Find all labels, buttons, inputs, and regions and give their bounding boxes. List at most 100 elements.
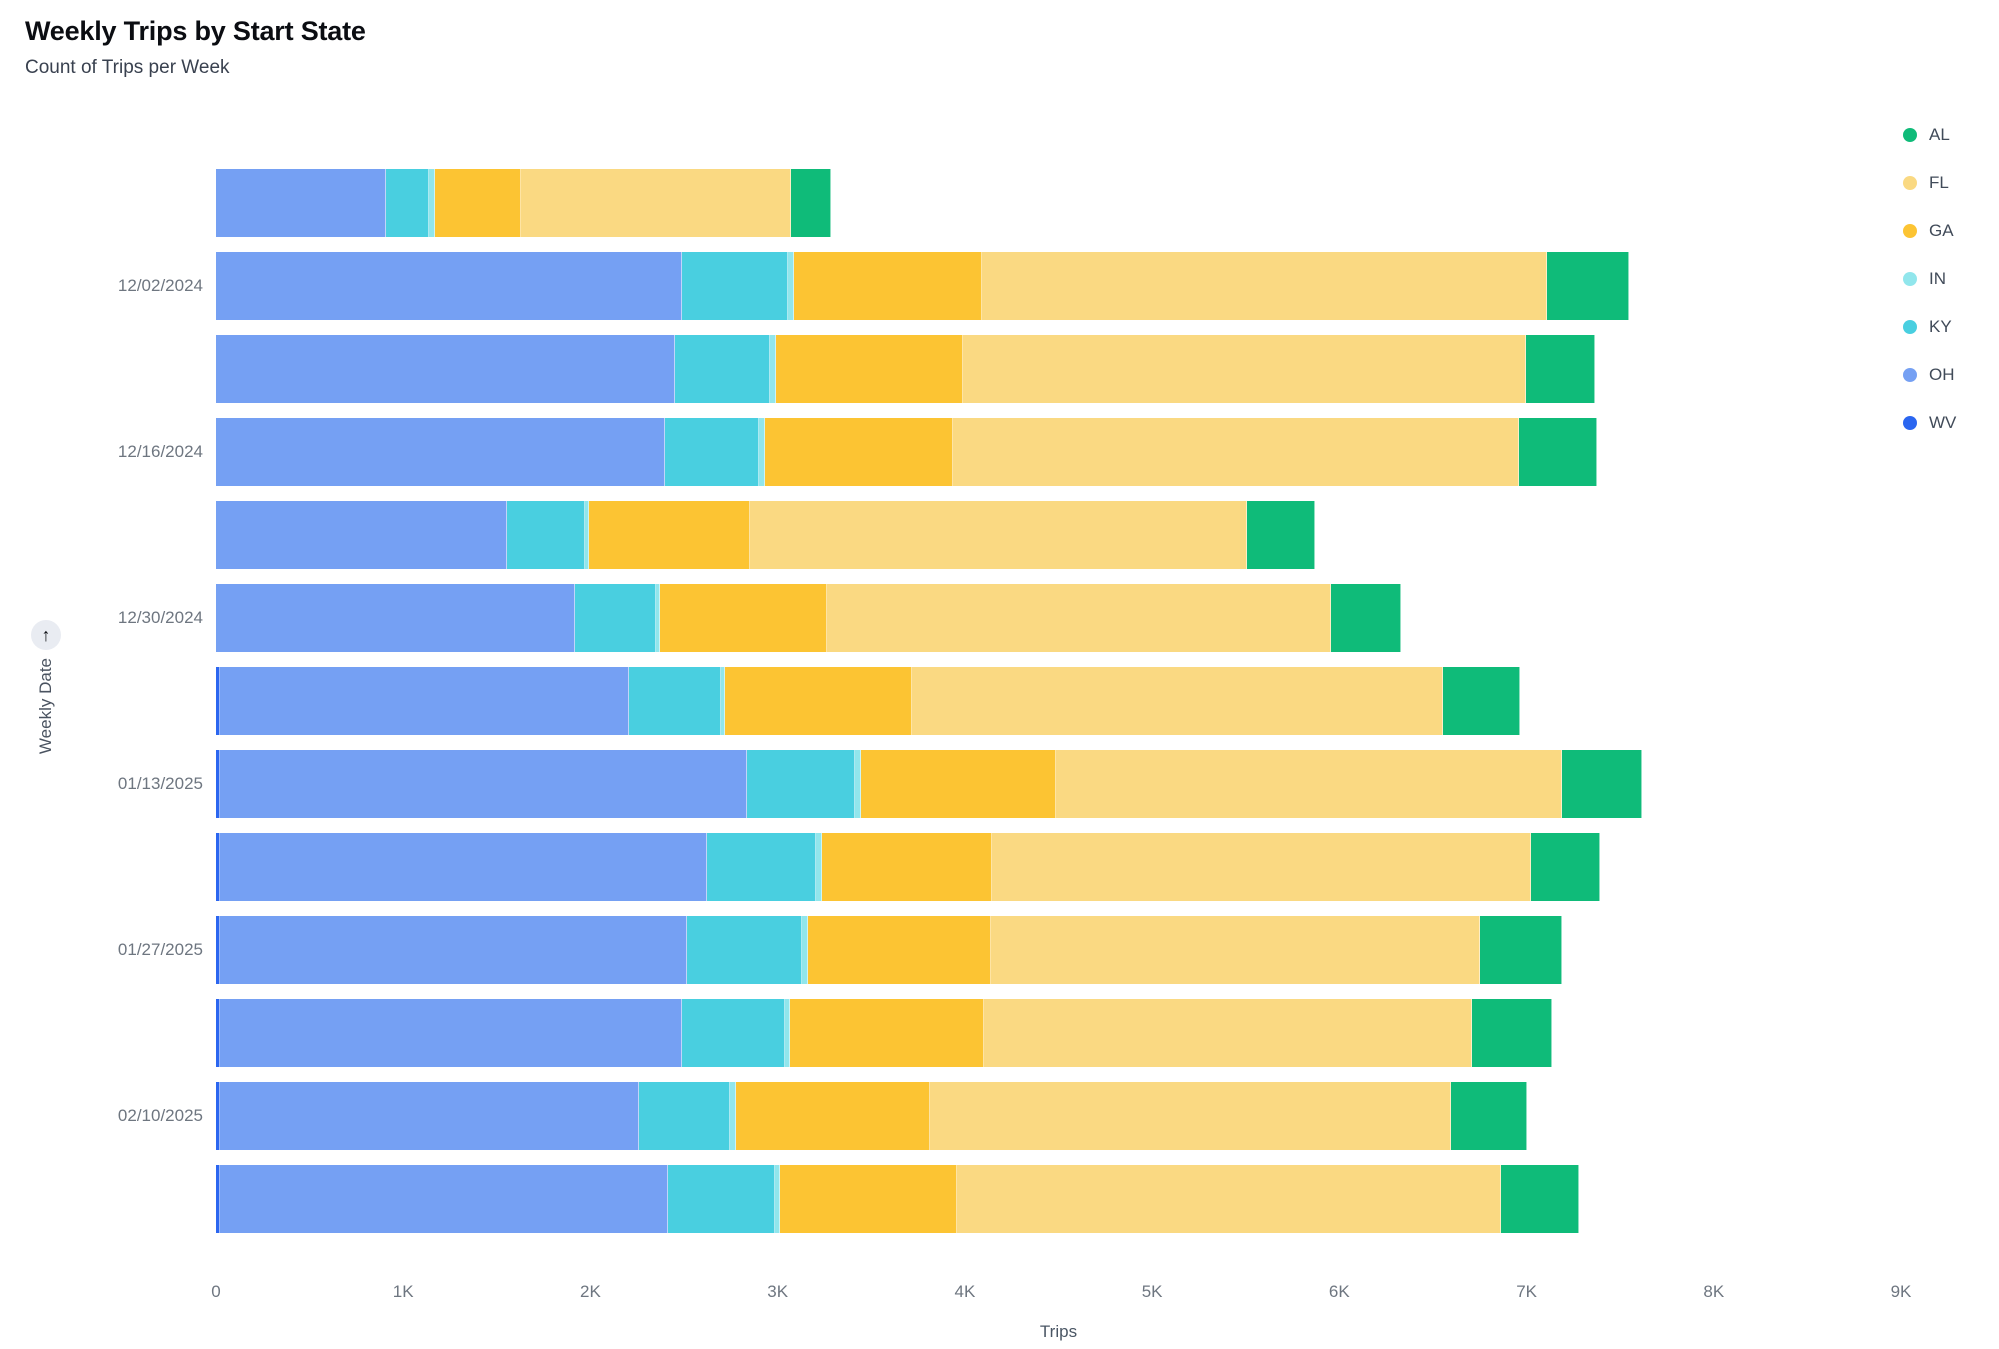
bar-segment-in[interactable]	[770, 335, 776, 403]
bar-segment-al[interactable]	[1450, 1082, 1528, 1150]
bar-segment-al[interactable]	[1547, 252, 1629, 320]
bar-segment-fl[interactable]	[981, 252, 1548, 320]
bar-segment-al[interactable]	[1472, 999, 1552, 1067]
bar-segment-wv[interactable]	[216, 1082, 220, 1150]
bar-segment-fl[interactable]	[991, 833, 1532, 901]
bar-segment-fl[interactable]	[521, 169, 791, 237]
bar-segment-ga[interactable]	[725, 667, 913, 735]
bar-segment-al[interactable]	[1443, 667, 1520, 735]
bar-segment-ky[interactable]	[574, 584, 656, 652]
bar-segment-oh[interactable]	[216, 335, 675, 403]
bar-segment-oh[interactable]	[216, 501, 508, 569]
bar-segment-ga[interactable]	[775, 335, 963, 403]
bar-segment-al[interactable]	[1519, 418, 1597, 486]
bar-segment-ga[interactable]	[860, 750, 1056, 818]
bar-segment-ky[interactable]	[507, 501, 585, 569]
bar-segment-in[interactable]	[758, 418, 765, 486]
bar-segment-fl[interactable]	[827, 584, 1331, 652]
bar-segment-ga[interactable]	[794, 252, 982, 320]
bar-segment-oh[interactable]	[216, 252, 683, 320]
bar-segment-ky[interactable]	[682, 999, 786, 1067]
bar-segment-ky[interactable]	[746, 750, 856, 818]
legend-item-wv[interactable]: WV	[1903, 413, 1956, 433]
bar-segment-fl[interactable]	[962, 335, 1526, 403]
bar-segment-oh[interactable]	[219, 750, 747, 818]
bar-segment-in[interactable]	[774, 1165, 781, 1233]
bar-segment-wv[interactable]	[216, 1165, 220, 1233]
bar-segment-in[interactable]	[801, 916, 808, 984]
legend: AL FL GA IN KY OH WV	[1903, 125, 1956, 433]
bar-segment-ga[interactable]	[659, 584, 828, 652]
bar-row: 02/10/2025	[0, 1082, 1999, 1150]
bar-segment-wv[interactable]	[216, 916, 220, 984]
bar-segment-al[interactable]	[1525, 335, 1595, 403]
legend-label: IN	[1929, 269, 1946, 288]
bar-segment-al[interactable]	[1479, 916, 1563, 984]
bar-segment-al[interactable]	[1330, 584, 1402, 652]
bar-segment-ga[interactable]	[735, 1082, 931, 1150]
bar-segment-al[interactable]	[1531, 833, 1601, 901]
sort-ascending-button[interactable]: ↑	[31, 620, 61, 650]
bar-segment-wv[interactable]	[216, 750, 220, 818]
bar-segment-ga[interactable]	[789, 999, 984, 1067]
bar-segment-ga[interactable]	[589, 501, 750, 569]
legend-item-fl[interactable]: FL	[1903, 173, 1956, 193]
bar-segment-al[interactable]	[1246, 501, 1315, 569]
x-axis-title: Trips	[1039, 1322, 1078, 1341]
bar-segment-al[interactable]	[1501, 1165, 1579, 1233]
bar-segment-oh[interactable]	[216, 169, 387, 237]
bar-segment-al[interactable]	[790, 169, 831, 237]
bar-row: 12/16/2024	[0, 418, 1999, 486]
bar-segment-fl[interactable]	[749, 501, 1247, 569]
legend-item-al[interactable]: AL	[1903, 125, 1956, 145]
bar-segment-wv[interactable]	[216, 999, 220, 1067]
bar-segment-ga[interactable]	[435, 169, 522, 237]
bar-segment-ga[interactable]	[821, 833, 992, 901]
bar-segment-ga[interactable]	[780, 1165, 958, 1233]
bar-segment-in[interactable]	[584, 501, 590, 569]
legend-label: WV	[1929, 413, 1957, 432]
bar-segment-ky[interactable]	[682, 252, 788, 320]
legend-item-in[interactable]: IN	[1903, 269, 1956, 289]
bar-segment-in[interactable]	[787, 252, 795, 320]
bar-segment-fl[interactable]	[952, 418, 1520, 486]
bar-segment-ky[interactable]	[639, 1082, 730, 1150]
bar-segment-oh[interactable]	[219, 1082, 640, 1150]
bar-segment-ky[interactable]	[706, 833, 817, 901]
bar-segment-fl[interactable]	[957, 1165, 1502, 1233]
bar-segment-wv[interactable]	[216, 667, 220, 735]
bar-segment-oh[interactable]	[219, 999, 683, 1067]
bar-segment-oh[interactable]	[216, 418, 666, 486]
bar-segment-fl[interactable]	[930, 1082, 1451, 1150]
bar-segment-in[interactable]	[816, 833, 822, 901]
legend-item-ky[interactable]: KY	[1903, 317, 1956, 337]
bar-segment-in[interactable]	[720, 667, 726, 735]
bar-segment-ky[interactable]	[674, 335, 771, 403]
bar-segment-oh[interactable]	[219, 667, 629, 735]
bar-segment-in[interactable]	[855, 750, 861, 818]
bar-segment-ky[interactable]	[628, 667, 721, 735]
bar-segment-in[interactable]	[729, 1082, 736, 1150]
bar-segment-in[interactable]	[785, 999, 790, 1067]
bar-segment-fl[interactable]	[991, 916, 1480, 984]
bar-segment-ky[interactable]	[386, 169, 430, 237]
bar-segment-ga[interactable]	[764, 418, 953, 486]
bar-segment-oh[interactable]	[219, 916, 687, 984]
bar-segment-oh[interactable]	[219, 1165, 669, 1233]
bar-segment-oh[interactable]	[216, 584, 575, 652]
bar-segment-fl[interactable]	[912, 667, 1444, 735]
legend-item-ga[interactable]: GA	[1903, 221, 1956, 241]
bar-segment-wv[interactable]	[216, 833, 220, 901]
bar-segment-fl[interactable]	[983, 999, 1473, 1067]
legend-item-oh[interactable]: OH	[1903, 365, 1956, 385]
bar-segment-in[interactable]	[429, 169, 436, 237]
bar-track	[216, 335, 1999, 403]
bar-segment-ga[interactable]	[807, 916, 992, 984]
bar-segment-ky[interactable]	[686, 916, 802, 984]
bar-segment-oh[interactable]	[219, 833, 707, 901]
bar-segment-al[interactable]	[1562, 750, 1642, 818]
bar-segment-fl[interactable]	[1055, 750, 1563, 818]
bar-segment-ky[interactable]	[668, 1165, 775, 1233]
bar-segment-ky[interactable]	[665, 418, 759, 486]
bar-segment-in[interactable]	[655, 584, 660, 652]
